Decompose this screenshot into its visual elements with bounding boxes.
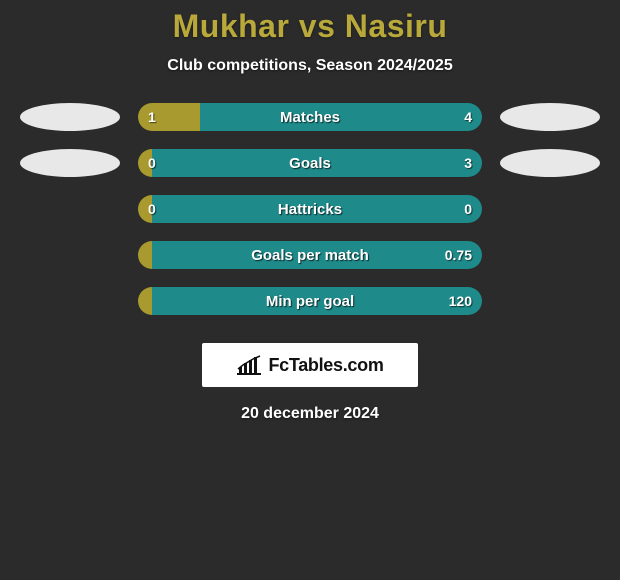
stat-bar: 14Matches <box>138 103 482 131</box>
chart-icon <box>236 355 262 375</box>
bar-right-segment <box>152 241 482 269</box>
right-badge <box>500 287 600 315</box>
stats-list: 14Matches03Goals00Hattricks0.75Goals per… <box>20 103 600 333</box>
left-badge <box>20 241 120 269</box>
stat-bar: 03Goals <box>138 149 482 177</box>
stat-row: 0.75Goals per match <box>20 241 600 269</box>
left-badge <box>20 195 120 223</box>
comparison-container: Mukhar vs Nasiru Club competitions, Seas… <box>0 0 620 423</box>
left-badge <box>20 287 120 315</box>
stat-row: 120Min per goal <box>20 287 600 315</box>
right-badge <box>500 149 600 177</box>
bar-right-segment <box>152 195 482 223</box>
bar-right-segment <box>152 287 482 315</box>
stat-left-value: 1 <box>148 103 156 131</box>
source-logo[interactable]: FcTables.com <box>202 343 418 387</box>
stat-right-value: 0.75 <box>445 241 472 269</box>
stat-left-value: 0 <box>148 149 156 177</box>
bar-right-segment <box>152 149 482 177</box>
stat-bar: 0.75Goals per match <box>138 241 482 269</box>
left-badge <box>20 149 120 177</box>
logo-text: FcTables.com <box>268 355 383 376</box>
stat-row: 03Goals <box>20 149 600 177</box>
bar-right-segment <box>200 103 482 131</box>
right-badge <box>500 103 600 131</box>
right-badge <box>500 195 600 223</box>
right-badge <box>500 241 600 269</box>
subtitle: Club competitions, Season 2024/2025 <box>167 57 452 75</box>
stat-right-value: 4 <box>464 103 472 131</box>
page-title: Mukhar vs Nasiru <box>173 8 448 45</box>
bar-left-segment <box>138 241 152 269</box>
stat-bar: 120Min per goal <box>138 287 482 315</box>
date-label: 20 december 2024 <box>241 405 379 423</box>
stat-left-value: 0 <box>148 195 156 223</box>
stat-right-value: 120 <box>449 287 472 315</box>
stat-bar: 00Hattricks <box>138 195 482 223</box>
left-badge <box>20 103 120 131</box>
stat-row: 00Hattricks <box>20 195 600 223</box>
bar-left-segment <box>138 287 152 315</box>
stat-right-value: 0 <box>464 195 472 223</box>
stat-right-value: 3 <box>464 149 472 177</box>
stat-row: 14Matches <box>20 103 600 131</box>
